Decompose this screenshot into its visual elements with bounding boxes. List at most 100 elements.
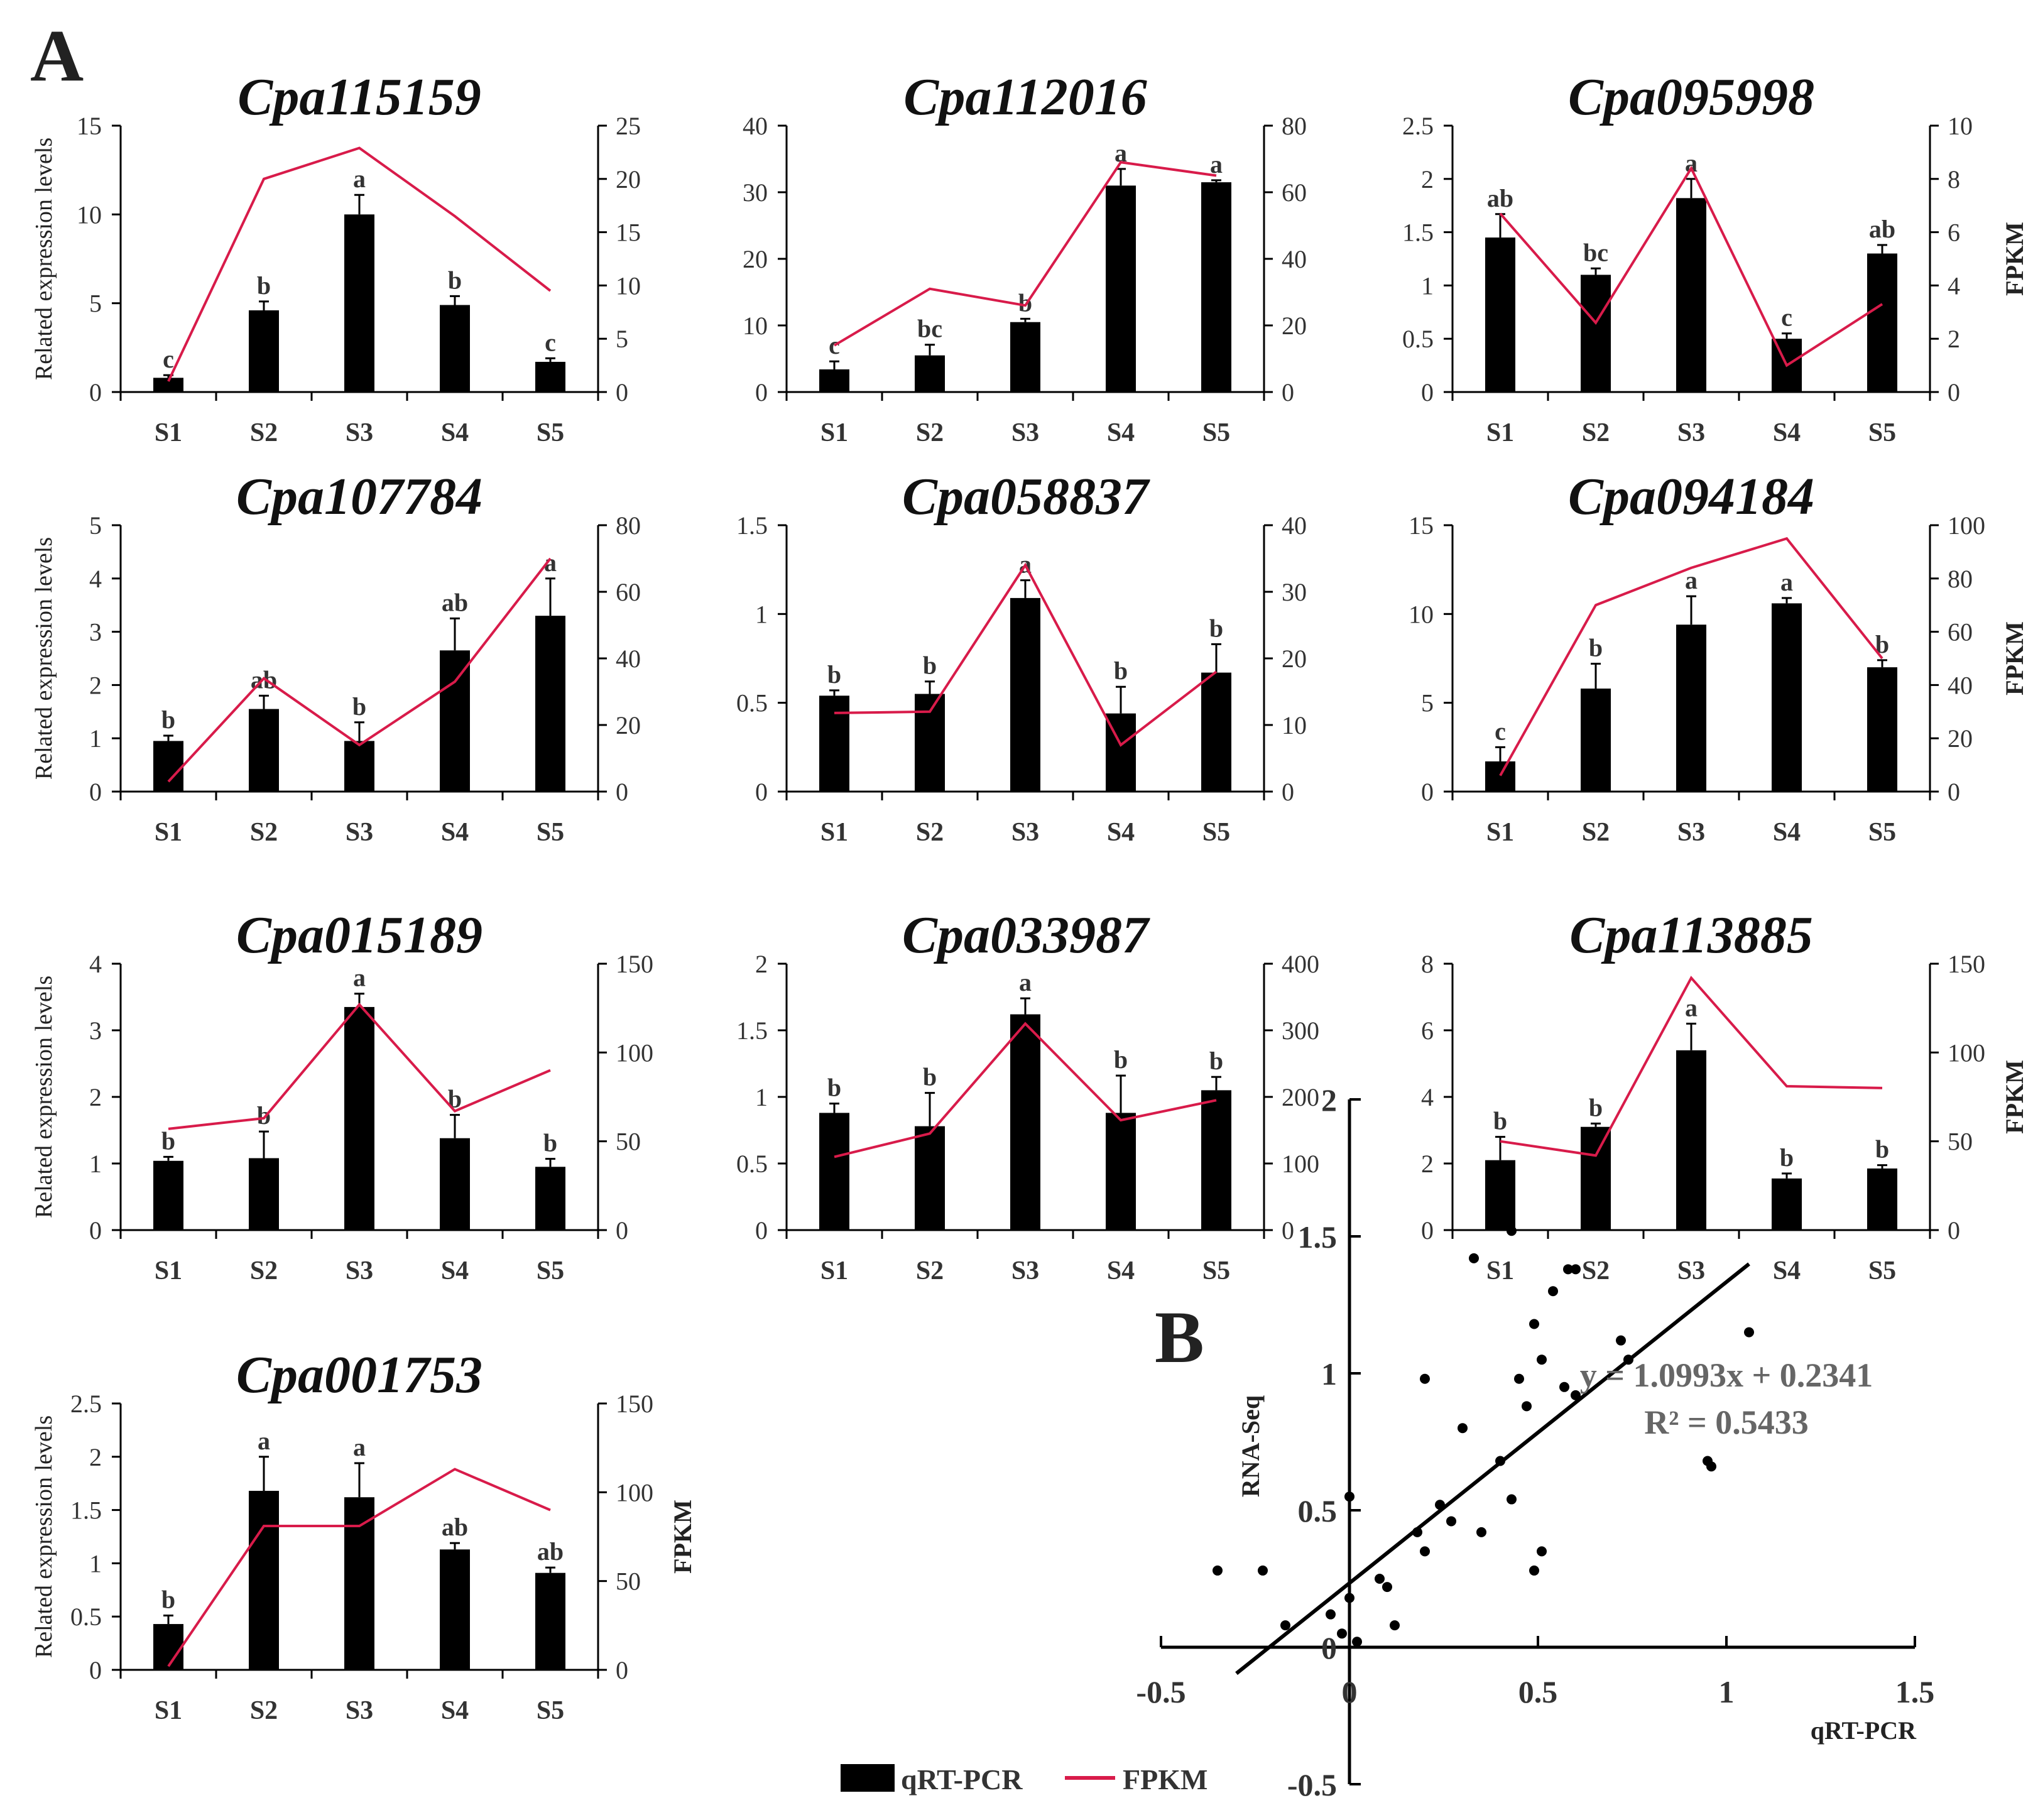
bar — [1010, 322, 1040, 392]
scatter-x-tick-label: 1 — [1719, 1674, 1735, 1709]
bar — [1676, 1050, 1706, 1230]
x-tick-label: S3 — [1677, 818, 1705, 847]
significance-letter: ab — [537, 1537, 564, 1566]
significance-letter: bc — [917, 315, 942, 343]
x-tick-label: S2 — [250, 1256, 278, 1285]
significance-letter: b — [161, 1126, 175, 1155]
y2-tick-label: 0 — [1282, 778, 1294, 806]
scatter-x-tick-label: 0.5 — [1518, 1674, 1558, 1709]
bar — [1201, 182, 1231, 392]
y-tick-label: 15 — [77, 112, 102, 140]
x-tick-label: S2 — [250, 818, 278, 847]
scatter-point — [1537, 1354, 1547, 1365]
y-tick-label: 2 — [89, 671, 102, 699]
bar — [1772, 603, 1802, 792]
bar — [915, 355, 945, 392]
scatter-point — [1446, 1516, 1456, 1527]
gene-title: Cpa095998 — [1568, 68, 1814, 126]
y-tick-label: 0.5 — [70, 1603, 102, 1631]
y2-tick-label: 0 — [616, 1656, 628, 1684]
x-tick-label: S3 — [1011, 418, 1039, 447]
panel-label-a: A — [30, 14, 84, 97]
bar — [819, 695, 849, 792]
significance-letter: b — [352, 692, 366, 721]
y-tick-label: 2 — [755, 950, 768, 978]
bar — [344, 1006, 374, 1230]
y-tick-label: 4 — [89, 950, 102, 978]
bar — [1106, 1113, 1136, 1230]
y2-tick-label: 15 — [616, 219, 641, 247]
chart-cpa113885: Cpa113885 b b a b b 0 2 4 6 8 0 50 100 150 S1 S2 S3 S4 S5 FP… — [1421, 906, 2029, 1285]
y-tick-label: 0 — [89, 778, 102, 806]
x-tick-label: S5 — [1868, 1256, 1896, 1285]
x-tick-label: S1 — [1486, 818, 1514, 847]
bar — [344, 214, 374, 392]
scatter-x-tick-label: 0 — [1342, 1674, 1358, 1709]
y2-tick-label: 0 — [1948, 378, 1960, 406]
x-tick-label: S1 — [820, 418, 848, 447]
x-tick-label: S4 — [441, 1256, 469, 1285]
y2-tick-label: 4 — [1948, 271, 1960, 300]
bar — [819, 1113, 849, 1230]
scatter-x-tick-label: 1.5 — [1895, 1674, 1935, 1709]
y2-tick-label: 100 — [616, 1478, 653, 1507]
panel-label-b: B — [1155, 1296, 1204, 1378]
scatter-point — [1337, 1628, 1347, 1639]
significance-letter: a — [353, 1433, 366, 1461]
bar — [440, 1549, 470, 1670]
scatter-point — [1571, 1264, 1581, 1275]
y2-tick-label: 20 — [616, 711, 641, 739]
bar — [440, 1138, 470, 1230]
scatter-y-axis-label: RNA-Seq — [1236, 1395, 1265, 1497]
scatter-point — [1514, 1373, 1524, 1384]
significance-letter: a — [1685, 566, 1698, 594]
fpkm-line — [167, 1468, 551, 1667]
significance-letter: b — [1114, 1045, 1128, 1074]
chart-cpa115159: Cpa115159 c b a b c 0 5 10 15 0 5 10 15 20 25 S1 S2 S3 S4 S5… — [31, 68, 641, 447]
scatter-point — [1258, 1565, 1268, 1576]
y2-tick-label: 150 — [616, 1390, 653, 1418]
bar — [1010, 597, 1040, 792]
bar — [1485, 1160, 1515, 1230]
y2-tick-label: 60 — [1282, 178, 1307, 207]
scatter-x-axis-label: qRT-PCR — [1811, 1716, 1917, 1745]
scatter-point — [1390, 1620, 1400, 1631]
bar — [1581, 275, 1611, 392]
chart-cpa094184: Cpa094184 c b a a b 0 5 10 15 0 20 40 60 80 100 S1 S2 S3 S4… — [1409, 467, 2029, 847]
y2-tick-label: 20 — [1948, 724, 1973, 753]
y2-tick-label: 150 — [616, 950, 653, 978]
y2-tick-label: 100 — [616, 1038, 653, 1067]
y-tick-label: 1.5 — [736, 511, 768, 540]
y2-tick-label: 0 — [1282, 1216, 1294, 1245]
significance-letter: b — [923, 1063, 937, 1091]
significance-letter: a — [1780, 568, 1793, 596]
y2-tick-label: 150 — [1948, 950, 1985, 978]
x-tick-label: S3 — [1677, 418, 1705, 447]
y-tick-label: 15 — [1409, 511, 1434, 540]
significance-letter: b — [448, 266, 462, 294]
x-tick-label: S4 — [1107, 418, 1135, 447]
bar — [535, 1167, 565, 1230]
x-tick-label: S4 — [441, 818, 469, 847]
y2-tick-label: 2 — [1948, 325, 1960, 353]
y-tick-label: 0 — [1421, 1216, 1434, 1245]
y2-tick-label: 300 — [1282, 1016, 1319, 1045]
gene-title: Cpa058837 — [902, 467, 1150, 526]
scatter-point — [1507, 1494, 1517, 1505]
y-tick-label: 1.5 — [736, 1016, 768, 1045]
gene-title: Cpa112016 — [903, 68, 1147, 126]
scatter-x-tick-label: -0.5 — [1136, 1674, 1185, 1709]
y-tick-label: 4 — [1421, 1083, 1434, 1111]
y2-tick-label: 25 — [616, 112, 641, 140]
x-tick-label: S5 — [1868, 418, 1896, 447]
gene-title: Cpa015189 — [236, 906, 482, 964]
bar — [1867, 253, 1897, 392]
x-tick-label: S2 — [1582, 1256, 1610, 1285]
y-tick-label: 20 — [743, 245, 768, 273]
y-tick-label: 0 — [1421, 378, 1434, 406]
y-tick-label: 10 — [1409, 600, 1434, 628]
y-tick-label: 1.5 — [70, 1496, 102, 1525]
significance-letter: b — [1209, 614, 1223, 642]
